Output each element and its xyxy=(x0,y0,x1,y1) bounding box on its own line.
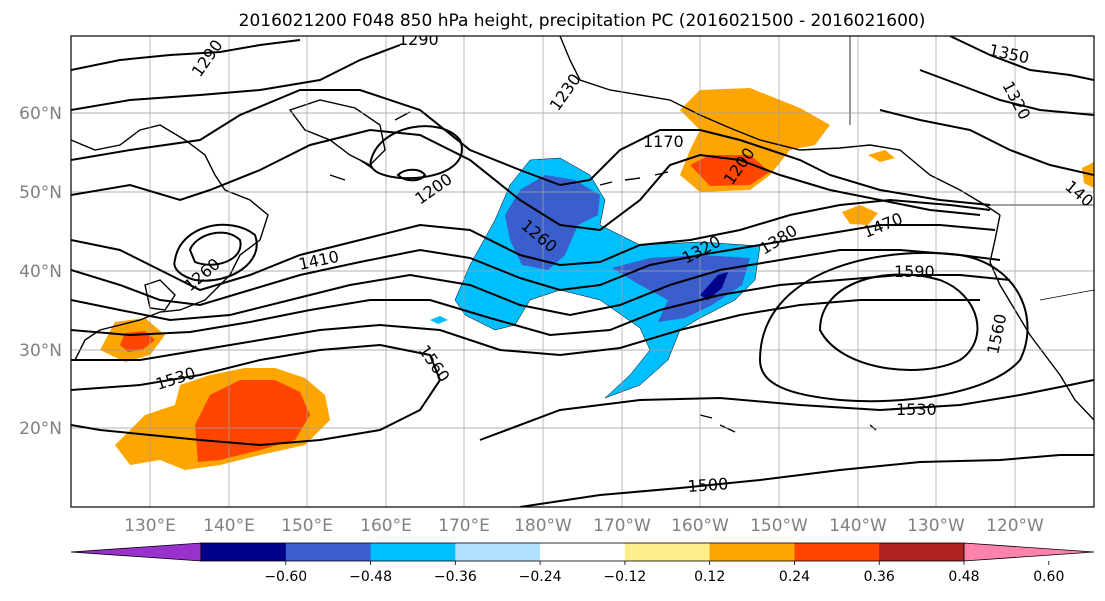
colorbar-extend-high xyxy=(963,542,1095,562)
contour-line xyxy=(188,231,242,266)
contour-line xyxy=(71,274,1011,337)
lat-label: 50°N xyxy=(19,183,62,203)
colorbar-bin xyxy=(370,543,456,561)
contour-line xyxy=(71,89,991,206)
contour-line xyxy=(519,454,1094,507)
colorbar-label: 0.36 xyxy=(864,569,895,585)
contour-line xyxy=(71,224,996,307)
colorbar-label: −0.24 xyxy=(519,569,562,585)
japan-islands xyxy=(144,279,176,311)
lon-label: 170°W xyxy=(593,516,651,536)
colorbar-extend-low xyxy=(70,542,202,562)
gridlines xyxy=(71,36,1094,507)
colorbar-label: −0.48 xyxy=(349,569,392,585)
contour-label: 1170 xyxy=(643,132,684,151)
lon-label: 130°W xyxy=(907,516,965,536)
contour-line xyxy=(479,379,1094,441)
colorbar-bin xyxy=(794,543,880,561)
lat-label: 60°N xyxy=(19,104,62,124)
us-mexico-border xyxy=(1039,289,1094,301)
colorbar-label: −0.36 xyxy=(434,569,477,585)
colorbar-outline xyxy=(200,542,965,562)
height-contours xyxy=(71,36,1094,507)
lon-label: 180°W xyxy=(514,516,572,536)
blue-region-north xyxy=(505,175,600,270)
lon-label: 170°E xyxy=(438,516,490,536)
lon-label: 140°W xyxy=(829,516,887,536)
contour-line xyxy=(71,44,401,111)
colorbar-bin xyxy=(455,543,541,561)
navy-core xyxy=(700,272,728,300)
lon-label: 150°E xyxy=(281,516,333,536)
colorbar-label: −0.12 xyxy=(603,569,646,585)
lon-label: 130°E xyxy=(124,516,176,536)
borders xyxy=(849,36,1094,301)
asia-coast xyxy=(71,124,269,361)
hawaiian-islands xyxy=(699,414,877,433)
latitude-labels: 60°N 50°N 40°N 30°N 20°N xyxy=(19,104,62,439)
contour-line xyxy=(396,168,427,182)
figure-title: 2016021200 F048 850 hPa height, precipit… xyxy=(239,11,926,31)
orange-patch-pacific xyxy=(842,205,878,225)
map-panel: 1290 1290 1350 1320 1230 1170 1200 1200 … xyxy=(71,30,1094,507)
coastlines xyxy=(71,36,1094,433)
contour-line xyxy=(818,273,979,371)
lon-label: 140°E xyxy=(203,516,255,536)
alaska-coast xyxy=(559,36,1001,216)
lat-label: 30°N xyxy=(19,341,62,361)
colorbar-bin xyxy=(624,543,711,561)
colorbar-bin xyxy=(709,543,795,561)
north-america-west-coast xyxy=(989,214,1094,421)
contour-line xyxy=(919,69,1094,116)
contour-line xyxy=(758,252,1029,403)
orange-patch-east-edge xyxy=(1082,162,1094,188)
contour-line xyxy=(71,249,1001,322)
contour-label: 1530 xyxy=(896,400,937,419)
contour-line xyxy=(71,198,991,292)
contour-label: 1500 xyxy=(687,474,729,496)
colorbar-bin xyxy=(540,543,626,561)
colorbar: −0.60 −0.48 −0.36 −0.24 −0.12 0.12 0.24 0.36 0.4… xyxy=(70,542,1095,585)
small-blue-patch xyxy=(430,316,448,324)
lon-label: 150°W xyxy=(750,516,808,536)
contour-line xyxy=(71,39,301,71)
colorbar-bin xyxy=(285,543,372,561)
colorbar-label: 0.12 xyxy=(694,569,725,585)
colorbar-label: 0.24 xyxy=(779,569,810,585)
colorbar-label: 0.48 xyxy=(948,569,979,585)
lat-label: 20°N xyxy=(19,419,62,439)
red-region-japan xyxy=(120,331,155,352)
lon-label: 120°W xyxy=(986,516,1044,536)
contour-label: 1290 xyxy=(398,30,439,49)
lat-label: 40°N xyxy=(19,262,62,282)
colorbar-label: 0.60 xyxy=(1033,569,1064,585)
contour-line xyxy=(71,128,981,232)
contour-line xyxy=(879,109,1094,176)
lon-label: 160°W xyxy=(671,516,729,536)
colorbar-label: −0.60 xyxy=(264,569,307,585)
contour-line xyxy=(71,343,442,447)
colorbar-bin xyxy=(201,543,287,561)
map-frame xyxy=(70,35,1095,508)
contour-line xyxy=(369,125,463,180)
longitude-labels: 130°E 140°E 150°E 160°E 170°E 180°W 170°… xyxy=(124,516,1044,536)
contour-line xyxy=(173,223,258,282)
contour-label: 1590 xyxy=(894,262,935,281)
colorbar-bin xyxy=(879,543,965,561)
orange-patch-coast xyxy=(868,150,895,162)
contour-line xyxy=(949,36,1094,81)
lon-label: 160°E xyxy=(360,516,412,536)
kamchatka-coast xyxy=(288,99,386,166)
